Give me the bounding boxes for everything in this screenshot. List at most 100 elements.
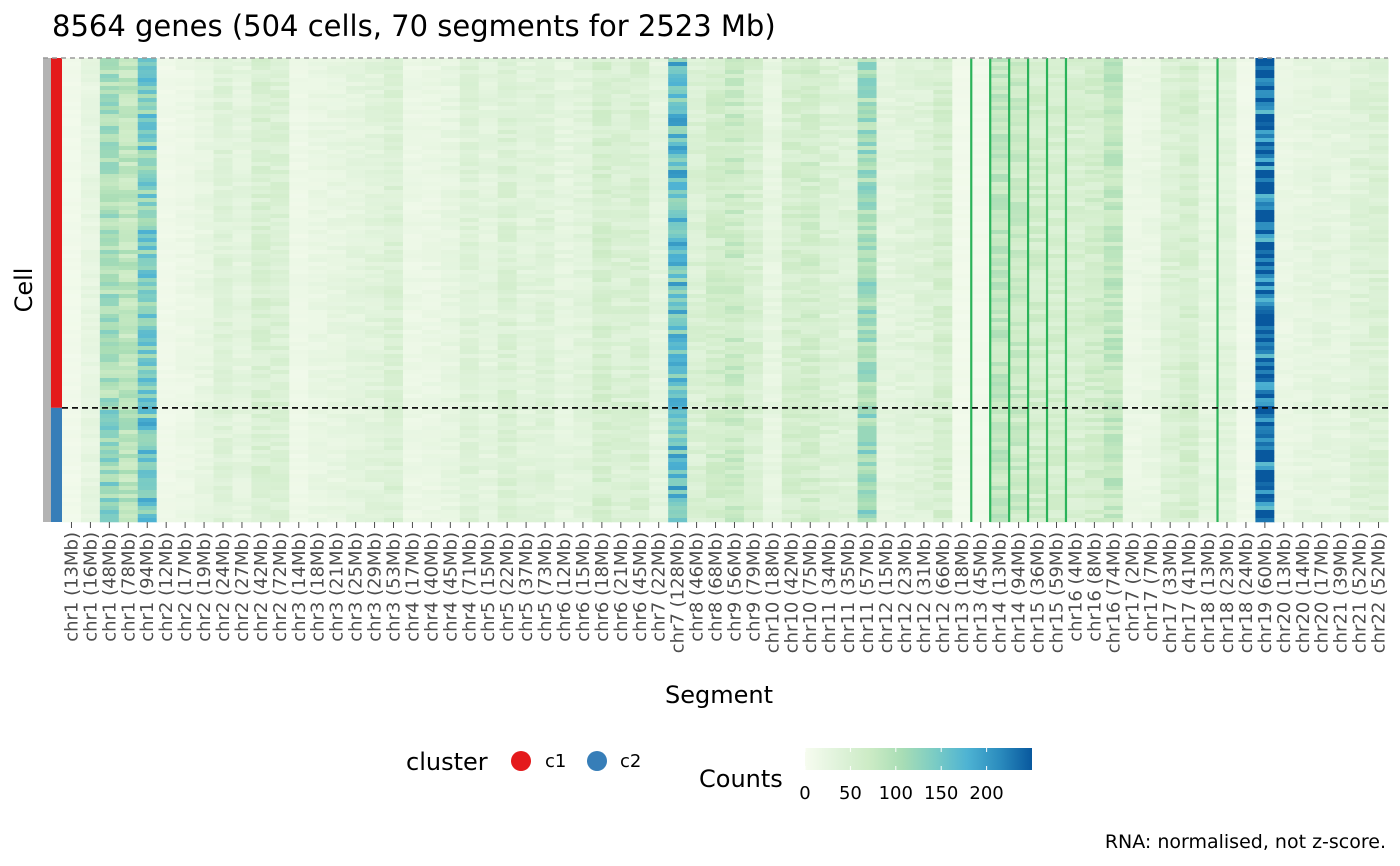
heatmap-cell-33	[687, 170, 707, 175]
heatmap-cell-41	[838, 130, 859, 135]
heatmap-cell-41	[838, 234, 859, 239]
heatmap-cell-33	[687, 470, 707, 475]
heatmap-cell-11	[270, 98, 290, 103]
heatmap-cell-3	[118, 70, 139, 75]
heatmap-cell-2	[99, 390, 120, 395]
heatmap-cell-2	[99, 242, 120, 247]
heatmap-cell-16	[365, 114, 385, 119]
heatmap-cell-23	[497, 318, 518, 323]
heatmap-cell-26	[554, 158, 575, 163]
heatmap-cell-41	[838, 474, 859, 479]
heatmap-cell-30	[630, 434, 650, 439]
heatmap-cell-9	[232, 402, 253, 407]
heatmap-cell-38	[781, 274, 802, 279]
heatmap-cell-33	[687, 430, 707, 435]
heatmap-cell-10	[251, 330, 271, 335]
heatmap-cell-32	[668, 170, 688, 175]
heatmap-cell-14	[327, 302, 347, 307]
heatmap-cell-31	[649, 490, 669, 495]
heatmap-cell-30	[630, 454, 650, 459]
heatmap-cell-19	[421, 298, 442, 303]
heatmap-cell-1	[80, 354, 101, 359]
heatmap-cell-41	[838, 154, 859, 159]
heatmap-cell-17	[384, 198, 404, 203]
heatmap-cell-19	[421, 250, 442, 255]
heatmap-cell-7	[194, 150, 215, 155]
heatmap-cell-41	[838, 78, 859, 83]
heatmap-cell-30	[630, 354, 650, 359]
heatmap-cell-17	[384, 146, 404, 151]
heatmap-cell-22	[478, 430, 499, 435]
heatmap-cell-41	[838, 250, 859, 255]
heatmap-cell-3	[118, 274, 139, 279]
heatmap-cell-30	[630, 178, 650, 183]
heatmap-cell-32	[668, 426, 688, 431]
heatmap-cell-39	[800, 294, 821, 299]
heatmap-cell-8	[213, 186, 234, 191]
heatmap-cell-19	[421, 390, 442, 395]
heatmap-cell-15	[346, 238, 366, 243]
heatmap-cell-0	[62, 130, 82, 135]
heatmap-cell-27	[573, 418, 593, 423]
heatmap-cell-38	[781, 458, 802, 463]
heatmap-cell-10	[251, 158, 271, 163]
heatmap-cell-39	[800, 462, 821, 467]
heatmap-cell-15	[346, 398, 366, 403]
heatmap-cell-10	[251, 358, 271, 363]
heatmap-cell-27	[573, 234, 593, 239]
heatmap-cell-36	[743, 230, 764, 235]
heatmap-cell-14	[327, 130, 347, 135]
heatmap-cell-19	[421, 398, 442, 403]
heatmap-cell-29	[611, 82, 631, 87]
heatmap-cell-4	[137, 478, 158, 483]
heatmap-cell-23	[497, 342, 518, 347]
heatmap-cell-20	[440, 510, 461, 515]
heatmap-cell-6	[175, 174, 196, 179]
heatmap-cell-29	[611, 386, 631, 391]
heatmap-cell-9	[232, 394, 253, 399]
heatmap-cell-27	[573, 382, 593, 387]
heatmap-cell-18	[402, 390, 423, 395]
heatmap-cell-0	[62, 194, 82, 199]
heatmap-cell-18	[402, 326, 423, 331]
heatmap-cell-40	[819, 322, 840, 327]
heatmap-cell-41	[838, 518, 859, 523]
heatmap-cell-12	[289, 170, 309, 175]
heatmap-cell-16	[365, 214, 385, 219]
heatmap-cell-39	[800, 198, 821, 203]
heatmap-cell-38	[781, 426, 802, 431]
heatmap-cell-17	[384, 290, 404, 295]
heatmap-cell-23	[497, 286, 518, 291]
heatmap-cell-21	[459, 134, 480, 139]
heatmap-cell-27	[573, 370, 593, 375]
heatmap-cell-7	[194, 374, 215, 379]
heatmap-cell-34	[706, 254, 726, 259]
heatmap-cell-42	[857, 482, 878, 487]
heatmap-cell-2	[99, 178, 120, 183]
heatmap-cell-21	[459, 494, 480, 499]
heatmap-cell-37	[762, 402, 783, 407]
heatmap-cell-38	[781, 362, 802, 367]
heatmap-cell-4	[137, 218, 158, 223]
heatmap-cell-37	[762, 258, 783, 263]
heatmap-cell-8	[213, 350, 234, 355]
heatmap-cell-3	[118, 94, 139, 99]
heatmap-cell-14	[327, 198, 347, 203]
heatmap-cell-26	[554, 470, 575, 475]
heatmap-cell-42	[857, 142, 878, 147]
heatmap-cell-34	[706, 394, 726, 399]
heatmap-cell-9	[232, 222, 253, 227]
heatmap-cell-24	[516, 234, 537, 239]
heatmap-cell-7	[194, 366, 215, 371]
heatmap-cell-25	[535, 190, 556, 195]
heatmap-cell-25	[535, 282, 556, 287]
heatmap-cell-26	[554, 282, 575, 287]
heatmap-cell-37	[762, 506, 783, 511]
heatmap-cell-39	[800, 338, 821, 343]
heatmap-cell-10	[251, 510, 271, 515]
heatmap-cell-38	[781, 482, 802, 487]
heatmap-cell-30	[630, 318, 650, 323]
heatmap-cell-21	[459, 114, 480, 119]
heatmap-cell-1	[80, 74, 101, 79]
heatmap-cell-41	[838, 434, 859, 439]
